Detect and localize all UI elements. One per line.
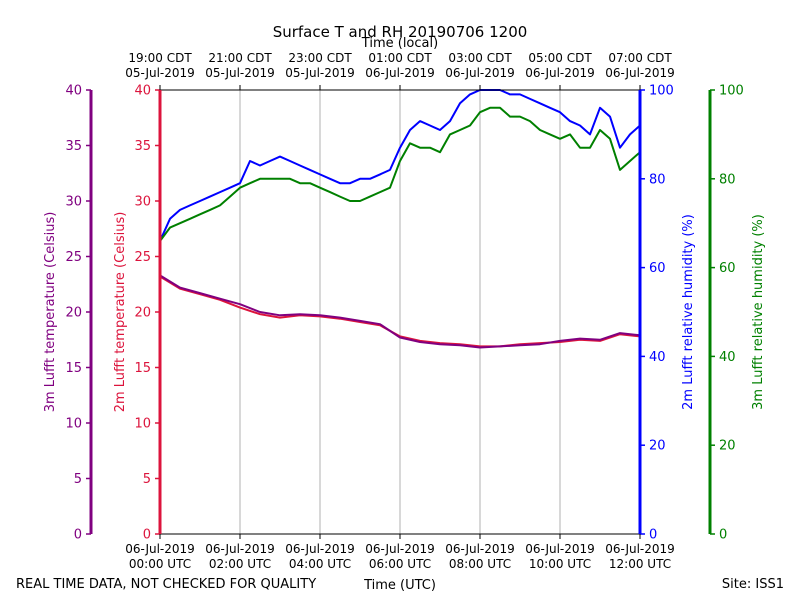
top-tick-date-4: 05-Jul-2019 (285, 66, 355, 80)
series-line-rh3 (159, 106, 641, 242)
y-axis-t3: 0 5 10 15 20 25 30 35 40 3m Lufft temperature (Ce… (43, 84, 93, 543)
top-tick-date-2: 05-Jul-2019 (205, 66, 275, 80)
y-tick-label-t2-40: 40 (134, 84, 151, 99)
top-tick-time-12: 07:00 CDT (608, 51, 672, 65)
x-tick-time-2: 02:00 UTC (209, 557, 271, 571)
y-axis-label-t3: 3m Lufft temperature (Celsius) (43, 212, 58, 413)
y-tick-label-t3-25: 25 (65, 250, 82, 265)
series-line-rh2 (159, 89, 641, 242)
y-axis-rh2: 0 20 40 60 80 100 2m Lufft relative humidity (… (638, 84, 696, 543)
series-layer (159, 89, 641, 349)
x-tick-time-6: 06:00 UTC (369, 557, 431, 571)
top-tick-date-6: 06-Jul-2019 (365, 66, 435, 80)
x-tick-date-6: 06-Jul-2019 (365, 542, 435, 556)
top-tick-date-8: 06-Jul-2019 (445, 66, 515, 80)
top-tick-date-12: 06-Jul-2019 (605, 66, 675, 80)
y-tick-label-rh2-0: 0 (649, 528, 657, 543)
y-tick-label-rh3-60: 60 (719, 261, 736, 276)
y-tick-label-rh2-100: 100 (649, 84, 674, 99)
y-axis-label-rh3: 3m Lufft relative humidity (%) (751, 214, 766, 410)
y-tick-label-rh3-80: 80 (719, 172, 736, 187)
y-axis-rh3: 0 20 40 60 80 100 3m Lufft relative humidity (… (708, 84, 766, 543)
top-tick-date-10: 06-Jul-2019 (525, 66, 595, 80)
axes-layer: 0 5 10 15 20 25 30 35 40 3m Lufft temperature (Ce… (43, 84, 766, 543)
y-axis-label-rh2: 2m Lufft relative humidity (%) (681, 214, 696, 410)
y-tick-label-rh3-40: 40 (719, 350, 736, 365)
y-tick-label-rh3-20: 20 (719, 439, 736, 454)
y-tick-label-t3-0: 0 (74, 528, 82, 543)
top-tick-time-0: 19:00 CDT (128, 51, 192, 65)
y-tick-label-t2-35: 35 (134, 139, 151, 154)
y-tick-label-t3-40: 40 (65, 84, 82, 99)
x-tick-time-8: 08:00 UTC (449, 557, 511, 571)
top-tick-time-6: 01:00 CDT (368, 51, 432, 65)
y-tick-label-t2-0: 0 (143, 528, 151, 543)
y-tick-label-t3-35: 35 (65, 139, 82, 154)
y-tick-label-rh2-20: 20 (649, 439, 666, 454)
top-tick-time-8: 03:00 CDT (448, 51, 512, 65)
y-axis-t2: 0 5 10 15 20 25 30 35 40 2m Lufft temperature (Ce… (113, 84, 162, 543)
top-tick-time-4: 23:00 CDT (288, 51, 352, 65)
y-tick-label-t3-5: 5 (74, 472, 82, 487)
y-tick-label-t2-10: 10 (134, 417, 151, 432)
x-tick-date-2: 06-Jul-2019 (205, 542, 275, 556)
y-tick-label-t2-20: 20 (134, 306, 151, 321)
y-tick-label-t2-30: 30 (134, 195, 151, 210)
y-tick-label-rh2-60: 60 (649, 261, 666, 276)
site-label: Site: ISS1 (722, 577, 784, 592)
x-tick-date-0: 06-Jul-2019 (125, 542, 195, 556)
top-tick-date-0: 05-Jul-2019 (125, 66, 195, 80)
y-tick-label-t3-15: 15 (65, 361, 82, 376)
chart-title: Surface T and RH 20190706 1200 (273, 23, 528, 41)
y-tick-label-t2-5: 5 (143, 472, 151, 487)
x-axis-label: Time (UTC) (363, 578, 436, 593)
y-tick-label-t3-30: 30 (65, 195, 82, 210)
x-tick-time-10: 10:00 UTC (529, 557, 591, 571)
top-axis-label: Time (local) (361, 36, 438, 51)
y-tick-label-t2-15: 15 (134, 361, 151, 376)
y-tick-label-rh3-100: 100 (719, 84, 744, 99)
x-tick-time-4: 04:00 UTC (289, 557, 351, 571)
x-tick-date-8: 06-Jul-2019 (445, 542, 515, 556)
y-tick-label-t2-25: 25 (134, 250, 151, 265)
series-line-t3 (159, 274, 641, 349)
y-axis-label-t2: 2m Lufft temperature (Celsius) (113, 212, 128, 413)
quality-warning: REAL TIME DATA, NOT CHECKED FOR QUALITY (16, 577, 316, 592)
grid-lines (239, 90, 561, 534)
y-tick-label-rh2-40: 40 (649, 350, 666, 365)
x-tick-time-12: 12:00 UTC (609, 557, 671, 571)
y-tick-label-rh3-0: 0 (719, 528, 727, 543)
y-tick-label-rh2-80: 80 (649, 172, 666, 187)
top-tick-time-2: 21:00 CDT (208, 51, 272, 65)
x-tick-time-0: 00:00 UTC (129, 557, 191, 571)
x-tick-date-4: 06-Jul-2019 (285, 542, 355, 556)
x-tick-date-10: 06-Jul-2019 (525, 542, 595, 556)
y-tick-label-t3-10: 10 (65, 417, 82, 432)
x-tick-date-12: 06-Jul-2019 (605, 542, 675, 556)
top-tick-time-10: 05:00 CDT (528, 51, 592, 65)
y-tick-label-t3-20: 20 (65, 306, 82, 321)
